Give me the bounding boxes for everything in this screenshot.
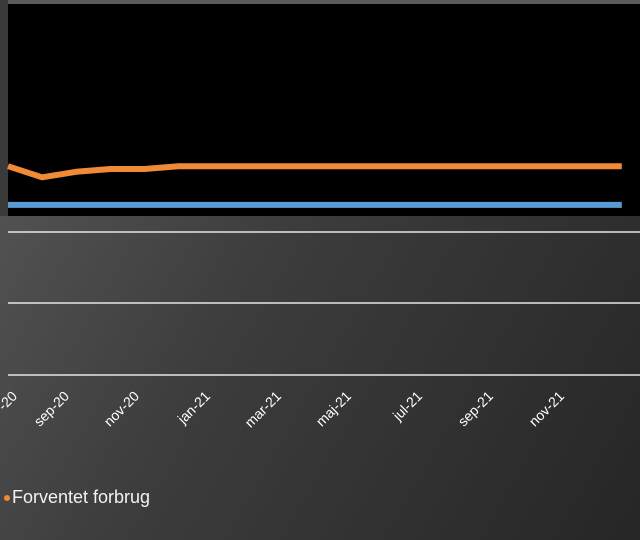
legend: Forventet forbrug — [4, 487, 150, 508]
x-tick-label: -20 — [0, 388, 20, 414]
x-tick-label: nov-20 — [101, 388, 143, 430]
x-tick-label: sep-20 — [31, 388, 73, 430]
x-tick-label: jul-21 — [389, 388, 425, 424]
gridlines — [8, 231, 640, 376]
plot-background — [8, 4, 640, 216]
x-tick-label: jan-21 — [174, 388, 214, 428]
x-tick-label: nov-21 — [526, 388, 568, 430]
series-lines — [7, 163, 622, 208]
top-border — [0, 0, 640, 4]
series-line-forventet-forbrug — [7, 163, 622, 181]
legend-marker — [4, 494, 10, 501]
left-border — [0, 0, 8, 216]
x-tick-label: mar-21 — [241, 388, 284, 431]
x-tick-label: sep-21 — [455, 388, 497, 430]
x-axis-tick-labels: -20 sep-20 nov-20 jan-21 mar-21 maj-21 jul-21 s… — [0, 388, 567, 431]
x-tick-label: maj-21 — [313, 388, 355, 430]
legend-label: Forventet forbrug — [12, 487, 151, 507]
